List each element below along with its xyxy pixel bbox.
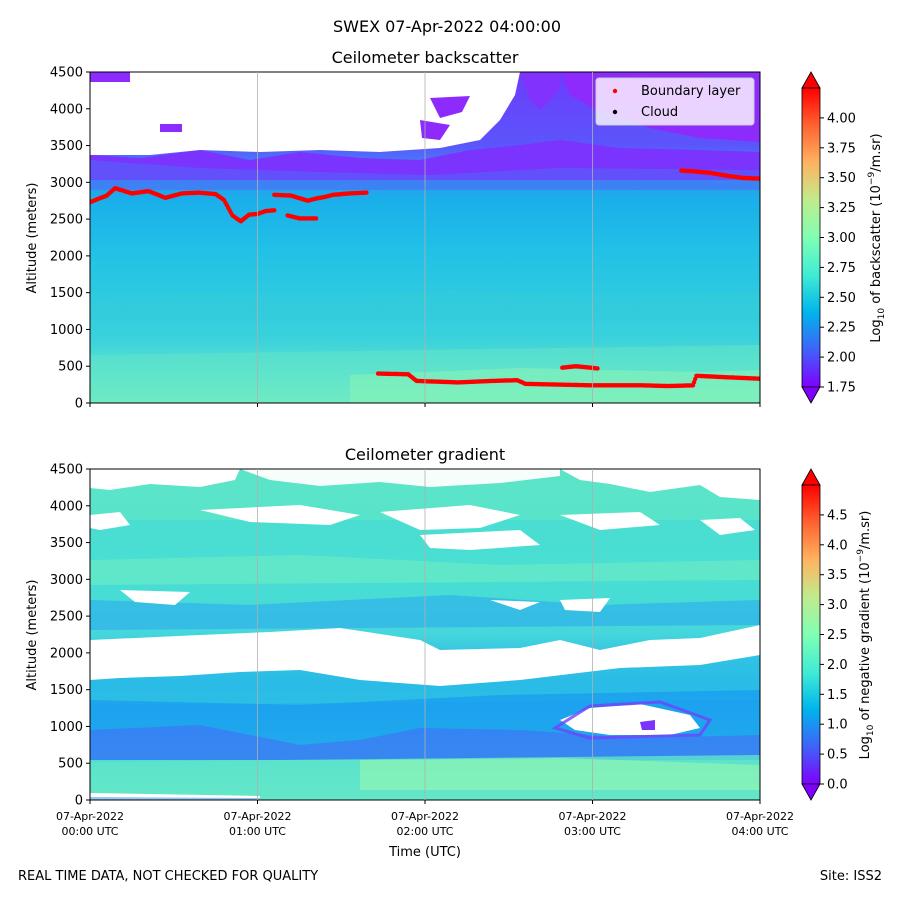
backscatter-legend: Boundary layer Cloud (595, 77, 755, 126)
boundary-layer-point (757, 376, 760, 381)
colorbar-tick-label: 0.0 (827, 778, 848, 793)
gradient-colorbar: 0.0 0.5 1.0 1.5 2.0 2.5 3.0 3.5 4.0 4.5 Log10 of … (801, 468, 876, 801)
x-tick-label-date: 07-Apr-2022 (558, 810, 626, 823)
colorbar-tick-label: 1.0 (827, 718, 848, 733)
y-tick-label: 1500 (50, 286, 83, 301)
x-tick-label-time: 02:00 UTC (396, 825, 453, 838)
quality-disclaimer: REAL TIME DATA, NOT CHECKED FOR QUALITY (18, 869, 319, 884)
backscatter-x-ticks (89, 403, 761, 407)
boundary-layer-series (90, 168, 760, 389)
x-tick-label-date: 07-Apr-2022 (223, 810, 291, 823)
colorbar-tick-label: 3.00 (827, 231, 856, 246)
y-tick-label: 0 (75, 794, 83, 809)
colorbar-tick-label: 3.0 (827, 598, 848, 613)
gradient-xlabel: Time (UTC) (388, 845, 461, 860)
y-tick-label: 2500 (50, 610, 83, 625)
backscatter-colorbar-ticks: 1.75 2.00 2.25 2.50 2.75 3.00 3.25 3.50 3.75 4.00 (820, 111, 856, 396)
boundary-layer-point (364, 190, 369, 195)
y-tick-label: 0 (75, 397, 83, 412)
colorbar-tick-label: 0.5 (827, 748, 848, 763)
y-tick-label: 3500 (50, 536, 83, 551)
y-tick-label: 2000 (50, 646, 83, 661)
colorbar-tick-label: 1.75 (827, 381, 856, 396)
legend-label-boundary-layer: Boundary layer (641, 84, 741, 99)
y-tick-label: 2500 (50, 213, 83, 228)
gradient-gridlines (257, 469, 593, 800)
figure-title: SWEX 07-Apr-2022 04:00:00 (333, 17, 561, 36)
y-tick-label: 1000 (50, 323, 83, 338)
y-tick-label: 4500 (50, 463, 83, 478)
legend-marker-boundary-layer (612, 88, 618, 94)
backscatter-gridlines (257, 72, 593, 403)
colorbar-tick-label: 2.50 (827, 291, 856, 306)
gradient-y-ticks: 0 500 1000 1500 2000 2500 3000 3500 4000 4500 (50, 463, 90, 809)
colorbar-tick-label: 4.00 (827, 111, 856, 126)
colorbar-tick-label: 2.0 (827, 658, 848, 673)
backscatter-colorbar-label: Log10 of backscatter (10−9/m.sr) (867, 133, 887, 342)
backscatter-colorbar: 1.75 2.00 2.25 2.50 2.75 3.00 3.25 3.50 3.75 4.00… (801, 71, 887, 404)
y-tick-label: 1500 (50, 683, 83, 698)
y-tick-label: 1000 (50, 720, 83, 735)
y-tick-label: 3500 (50, 139, 83, 154)
x-tick-label-time: 04:00 UTC (731, 825, 788, 838)
y-tick-label: 2000 (50, 249, 83, 264)
backscatter-title: Ceilometer backscatter (332, 48, 519, 67)
gradient-panel: Ceilometer gradient (25, 445, 876, 860)
backscatter-y-ticks: 0 500 1000 1500 2000 2500 3000 3500 4000 4500 (50, 66, 90, 412)
site-label: Site: ISS2 (819, 869, 882, 884)
gradient-colorbar-label: Log10 of negative gradient (10−9/m.sr) (856, 511, 876, 760)
x-tick-label-time: 03:00 UTC (564, 825, 621, 838)
x-tick-label-date: 07-Apr-2022 (726, 810, 794, 823)
colorbar-tick-label: 3.25 (827, 201, 856, 216)
boundary-layer-point (595, 366, 600, 371)
gradient-title: Ceilometer gradient (345, 445, 505, 464)
y-tick-label: 3000 (50, 573, 83, 588)
colorbar-tick-label: 4.5 (827, 508, 848, 523)
x-tick-label-time: 00:00 UTC (61, 825, 118, 838)
legend-label-cloud: Cloud (641, 105, 678, 120)
y-tick-label: 4000 (50, 102, 83, 117)
y-tick-label: 500 (58, 360, 83, 375)
colorbar-tick-label: 3.5 (827, 568, 848, 583)
x-tick-label-date: 07-Apr-2022 (391, 810, 459, 823)
y-tick-label: 4000 (50, 499, 83, 514)
y-tick-label: 3000 (50, 176, 83, 191)
gradient-x-ticks: 07-Apr-2022 00:00 UTC 07-Apr-2022 01:00 UTC… (56, 800, 794, 838)
colorbar-tick-label: 2.25 (827, 321, 856, 336)
backscatter-ylabel: Altitude (meters) (25, 183, 40, 294)
gradient-colorbar-ticks: 0.0 0.5 1.0 1.5 2.0 2.5 3.0 3.5 4.0 4.5 (820, 508, 848, 793)
colorbar-tick-label: 2.5 (827, 628, 848, 643)
colorbar-tick-label: 3.50 (827, 171, 856, 186)
boundary-layer-point (313, 216, 319, 221)
y-tick-label: 500 (58, 757, 83, 772)
colorbar-tick-label: 2.75 (827, 261, 856, 276)
y-tick-label: 4500 (50, 66, 83, 81)
gradient-ylabel: Altitude (meters) (25, 580, 40, 691)
colorbar-tick-label: 3.75 (827, 141, 856, 156)
colorbar-tick-label: 4.0 (827, 538, 848, 553)
legend-marker-cloud (612, 109, 618, 115)
boundary-layer-point (272, 208, 277, 213)
x-tick-label-time: 01:00 UTC (229, 825, 286, 838)
colorbar-tick-label: 2.00 (827, 351, 856, 366)
colorbar-tick-label: 1.5 (827, 688, 848, 703)
x-tick-label-date: 07-Apr-2022 (56, 810, 124, 823)
boundary-layer-point (757, 176, 760, 181)
